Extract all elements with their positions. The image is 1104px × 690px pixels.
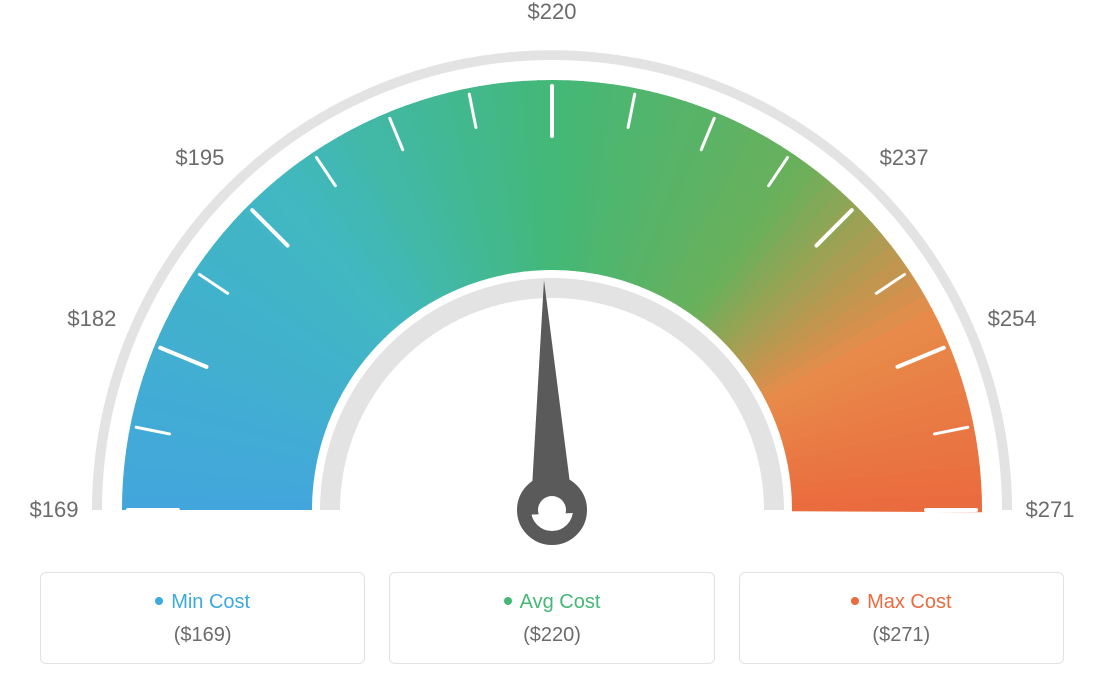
legend-dot-avg xyxy=(504,597,512,605)
gauge-tick-label: $271 xyxy=(1026,497,1075,523)
legend-title-max-text: Max Cost xyxy=(867,591,951,613)
cost-gauge-widget: $169 $182 $195 $220 $237 $254 $271 Min Cost ($… xyxy=(0,0,1104,690)
gauge-chart: $169 $182 $195 $220 $237 $254 $271 xyxy=(0,0,1104,560)
gauge-svg xyxy=(0,0,1104,560)
legend-title-avg: Avg Cost xyxy=(400,591,703,614)
gauge-tick-label: $195 xyxy=(175,145,224,171)
legend-card-min: Min Cost ($169) xyxy=(40,572,365,664)
legend-title-min: Min Cost xyxy=(51,591,354,614)
legend-row: Min Cost ($169) Avg Cost ($220) Max Cost… xyxy=(40,572,1064,664)
legend-card-avg: Avg Cost ($220) xyxy=(389,572,714,664)
legend-value-min: ($169) xyxy=(51,624,354,647)
gauge-tick-label: $254 xyxy=(988,306,1037,332)
legend-card-max: Max Cost ($271) xyxy=(739,572,1064,664)
gauge-tick-label: $169 xyxy=(30,497,79,523)
legend-title-avg-text: Avg Cost xyxy=(520,591,601,613)
legend-dot-min xyxy=(155,597,163,605)
gauge-tick-label: $220 xyxy=(528,0,577,25)
legend-value-max: ($271) xyxy=(750,624,1053,647)
legend-value-avg: ($220) xyxy=(400,624,703,647)
gauge-tick-label: $237 xyxy=(880,145,929,171)
legend-title-min-text: Min Cost xyxy=(171,591,250,613)
legend-dot-max xyxy=(851,597,859,605)
gauge-tick-label: $182 xyxy=(67,306,116,332)
legend-title-max: Max Cost xyxy=(750,591,1053,614)
